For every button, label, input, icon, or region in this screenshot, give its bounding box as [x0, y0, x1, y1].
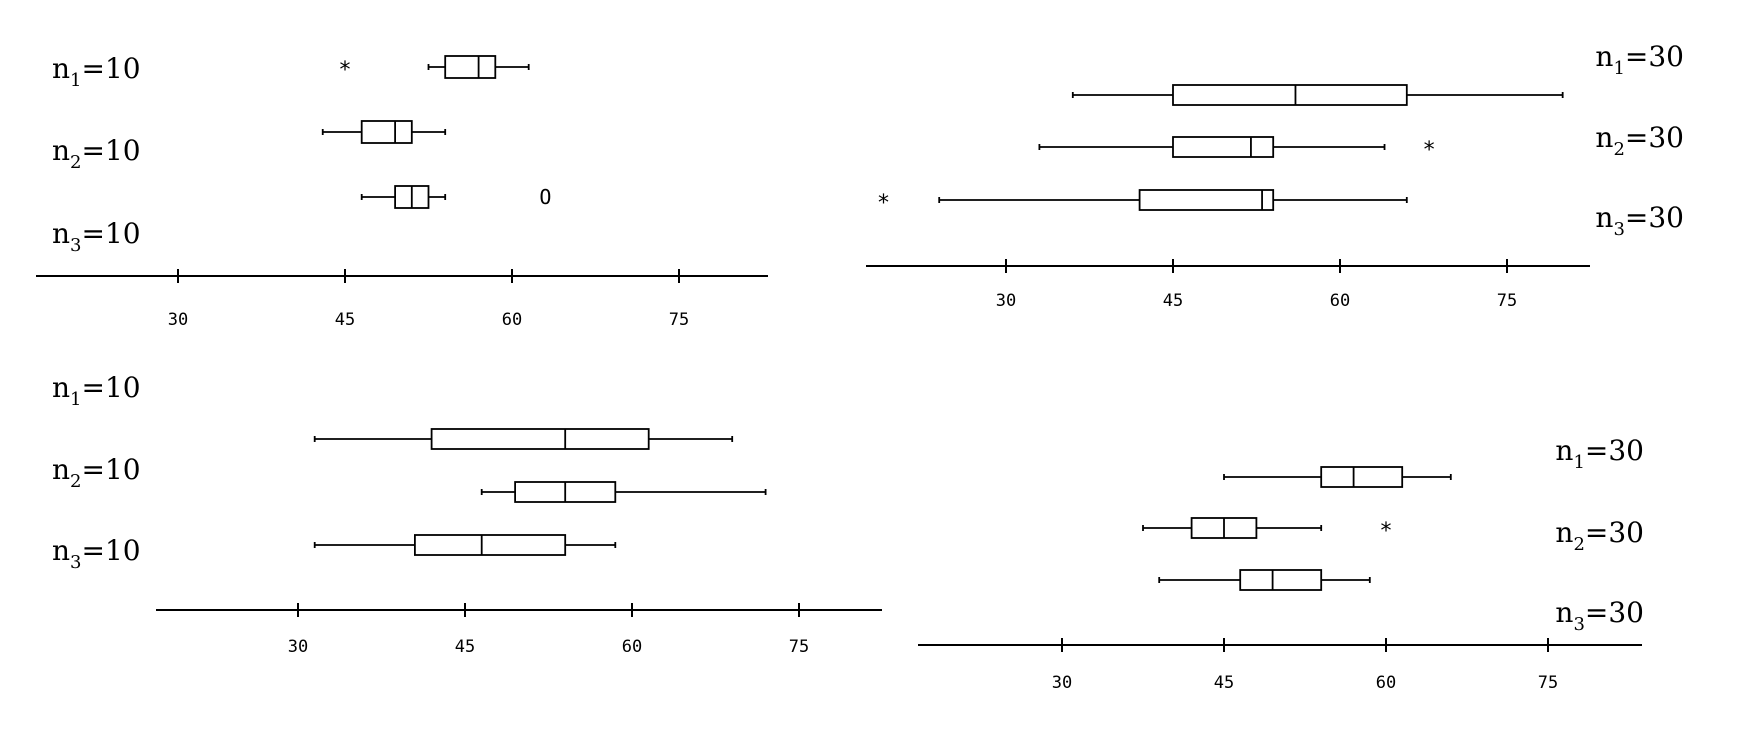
group-label: n2=30 — [1595, 121, 1684, 160]
group-label-base: n — [52, 52, 70, 85]
group-label-size: =30 — [1585, 516, 1644, 549]
group-label-size: =10 — [82, 453, 141, 486]
group-label: n2=30 — [1555, 516, 1644, 555]
group-label-base: n — [52, 134, 70, 167]
group-label: n1=30 — [1595, 40, 1684, 79]
x-tick-label: 30 — [288, 637, 308, 657]
group-label-base: n — [52, 453, 70, 486]
x-tick-label: 75 — [789, 637, 809, 657]
iqr-box — [360, 120, 413, 144]
group-label-subscript: 2 — [70, 152, 81, 173]
box-row-2: * — [1142, 517, 1393, 544]
iqr-box — [1138, 189, 1275, 211]
group-label-size: =30 — [1625, 201, 1684, 234]
group-label-size: =30 — [1585, 434, 1644, 467]
outlier-circle: O — [539, 185, 551, 209]
x-tick-label: 60 — [1330, 291, 1350, 311]
box-row-1 — [1071, 84, 1564, 106]
group-label-base: n — [52, 371, 70, 404]
box-row-2 — [321, 120, 447, 144]
box-row-3 — [1158, 569, 1371, 591]
box-row-3: O — [360, 185, 551, 209]
group-label-subscript: 3 — [1613, 219, 1624, 240]
group-label: n1=10 — [52, 371, 141, 410]
x-tick-label: 30 — [996, 291, 1016, 311]
x-tick-label: 60 — [1376, 673, 1396, 693]
box-row-3 — [313, 534, 617, 556]
x-tick-label: 45 — [455, 637, 475, 657]
group-label-subscript: 3 — [1573, 614, 1584, 635]
group-label-size: =10 — [82, 217, 141, 250]
group-label: n1=30 — [1555, 434, 1644, 473]
box-row-1: * — [338, 55, 530, 83]
outlier-star: * — [1422, 138, 1435, 163]
x-tick-label: 60 — [502, 310, 522, 330]
iqr-box — [430, 428, 650, 450]
group-label: n3=10 — [52, 534, 141, 573]
x-tick-label: 45 — [1163, 291, 1183, 311]
group-label-subscript: 1 — [1613, 58, 1624, 79]
group-label-size: =10 — [82, 52, 141, 85]
x-tick-label: 30 — [168, 310, 188, 330]
box-row-2 — [480, 481, 767, 503]
group-label-base: n — [52, 534, 70, 567]
group-label-base: n — [1555, 516, 1573, 549]
group-label-subscript: 2 — [1573, 534, 1584, 555]
group-label-subscript: 3 — [70, 235, 81, 256]
iqr-box — [1239, 569, 1323, 591]
x-tick-label: 45 — [1214, 673, 1234, 693]
x-tick-label: 75 — [669, 310, 689, 330]
iqr-box — [413, 534, 567, 556]
iqr-box — [444, 55, 497, 79]
group-label: n2=10 — [52, 453, 141, 492]
box-row-1 — [313, 428, 734, 450]
group-label-size: =30 — [1625, 121, 1684, 154]
group-label-size: =10 — [82, 371, 141, 404]
group-label-base: n — [1595, 201, 1613, 234]
box-row-1 — [1223, 466, 1452, 488]
group-label-size: =30 — [1585, 596, 1644, 629]
group-label-size: =30 — [1625, 40, 1684, 73]
group-label: n1=10 — [52, 52, 141, 91]
group-label-subscript: 1 — [1573, 452, 1584, 473]
group-label-base: n — [1595, 121, 1613, 154]
outlier-star: * — [877, 191, 890, 216]
group-label-subscript: 1 — [70, 389, 81, 410]
group-label-subscript: 1 — [70, 70, 81, 91]
group-label: n3=30 — [1595, 201, 1684, 240]
group-label-size: =10 — [82, 534, 141, 567]
x-tick-label: 30 — [1052, 673, 1072, 693]
group-label-base: n — [1595, 40, 1613, 73]
outlier-star: * — [1379, 519, 1392, 544]
x-tick-label: 75 — [1497, 291, 1517, 311]
iqr-box — [1172, 136, 1275, 158]
group-label-base: n — [1555, 596, 1573, 629]
group-label-subscript: 3 — [70, 552, 81, 573]
group-label: n3=10 — [52, 217, 141, 256]
box-row-3: * — [877, 189, 1408, 216]
x-tick-label: 75 — [1538, 673, 1558, 693]
x-tick-label: 60 — [622, 637, 642, 657]
group-label-base: n — [52, 217, 70, 250]
group-label-size: =10 — [82, 134, 141, 167]
group-label-subscript: 2 — [1613, 139, 1624, 160]
group-label: n2=10 — [52, 134, 141, 173]
iqr-box — [1172, 84, 1408, 106]
group-label-subscript: 2 — [70, 471, 81, 492]
outlier-star: * — [338, 58, 351, 83]
box-row-2: * — [1038, 136, 1436, 163]
x-tick-label: 45 — [335, 310, 355, 330]
iqr-box — [1320, 466, 1404, 488]
group-label-base: n — [1555, 434, 1573, 467]
group-label: n3=30 — [1555, 596, 1644, 635]
